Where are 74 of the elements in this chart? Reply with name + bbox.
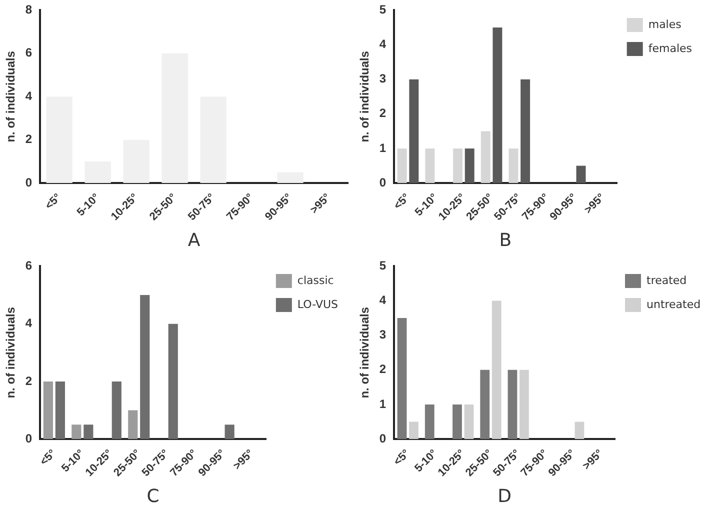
bar — [409, 79, 419, 184]
x-axis-title: D — [498, 486, 512, 507]
legend-label: males — [648, 18, 682, 31]
y-axis-title: n. of individuals — [358, 306, 372, 398]
bar — [464, 148, 474, 184]
legend-label: classic — [297, 274, 334, 287]
x-tick-label: <5° — [38, 448, 58, 468]
bar — [424, 404, 434, 440]
y-tick-label: 4 — [25, 88, 32, 103]
bar — [453, 148, 463, 184]
bar — [409, 422, 418, 440]
bar — [520, 79, 530, 184]
y-axis-title: n. of individuals — [4, 50, 18, 142]
bar — [574, 422, 584, 440]
y-tick-label: 3 — [379, 328, 386, 342]
bar — [123, 140, 150, 184]
y-tick-label: 0 — [25, 175, 32, 190]
bar — [397, 318, 407, 440]
bar — [112, 381, 122, 440]
y-tick-label: 1 — [379, 140, 386, 155]
bar — [43, 381, 53, 440]
legend-label: treated — [646, 274, 687, 287]
bar — [200, 96, 226, 184]
x-tick-label: <5° — [392, 448, 412, 468]
bar — [480, 370, 490, 440]
y-tick-label: 2 — [25, 374, 32, 388]
bar — [277, 172, 304, 184]
y-axis-title: n. of individuals — [358, 50, 372, 142]
y-tick-label: 6 — [25, 258, 32, 273]
y-tick-label: 0 — [25, 431, 32, 446]
bar — [492, 27, 502, 184]
y-tick-label: 0 — [379, 431, 386, 446]
y-tick-label: 2 — [379, 106, 386, 120]
legend-label: females — [648, 42, 692, 55]
y-tick-label: 6 — [25, 46, 32, 60]
bar — [576, 166, 586, 184]
y-tick-label: 4 — [25, 316, 32, 330]
bar — [84, 424, 94, 440]
y-tick-label: 4 — [379, 37, 386, 52]
bar — [508, 148, 518, 184]
bar — [508, 370, 518, 440]
y-tick-label: 3 — [379, 72, 386, 86]
bar — [55, 381, 65, 440]
bar — [128, 410, 138, 440]
y-tick-label: 2 — [379, 362, 386, 376]
bar — [72, 424, 82, 440]
x-axis-title: A — [188, 230, 201, 251]
x-tick-label: <5° — [392, 192, 412, 212]
bar — [492, 300, 502, 440]
y-tick-label: 5 — [379, 2, 386, 17]
legend-label: LO-VUS — [297, 298, 338, 311]
y-tick-label: 5 — [379, 258, 386, 273]
bar — [464, 404, 474, 440]
y-axis-title: n. of individuals — [4, 306, 18, 398]
y-tick-label: 0 — [379, 175, 386, 190]
bar — [452, 404, 462, 440]
bar — [46, 96, 72, 184]
bar — [168, 324, 178, 440]
bar — [520, 370, 529, 440]
y-tick-label: 4 — [379, 293, 386, 308]
bar — [84, 161, 111, 184]
bar — [162, 53, 188, 184]
y-tick-label: 8 — [25, 2, 32, 17]
bar — [397, 148, 407, 184]
bar — [224, 424, 234, 440]
y-tick-label: 2 — [25, 132, 32, 146]
x-axis-title: B — [499, 230, 512, 251]
y-tick-label: 1 — [379, 396, 386, 411]
bar — [425, 148, 435, 184]
bar — [480, 131, 490, 184]
legend-label: untreated — [646, 298, 701, 311]
x-tick-label: <5° — [43, 192, 64, 212]
x-axis-title: C — [146, 486, 160, 507]
bar — [140, 295, 150, 440]
